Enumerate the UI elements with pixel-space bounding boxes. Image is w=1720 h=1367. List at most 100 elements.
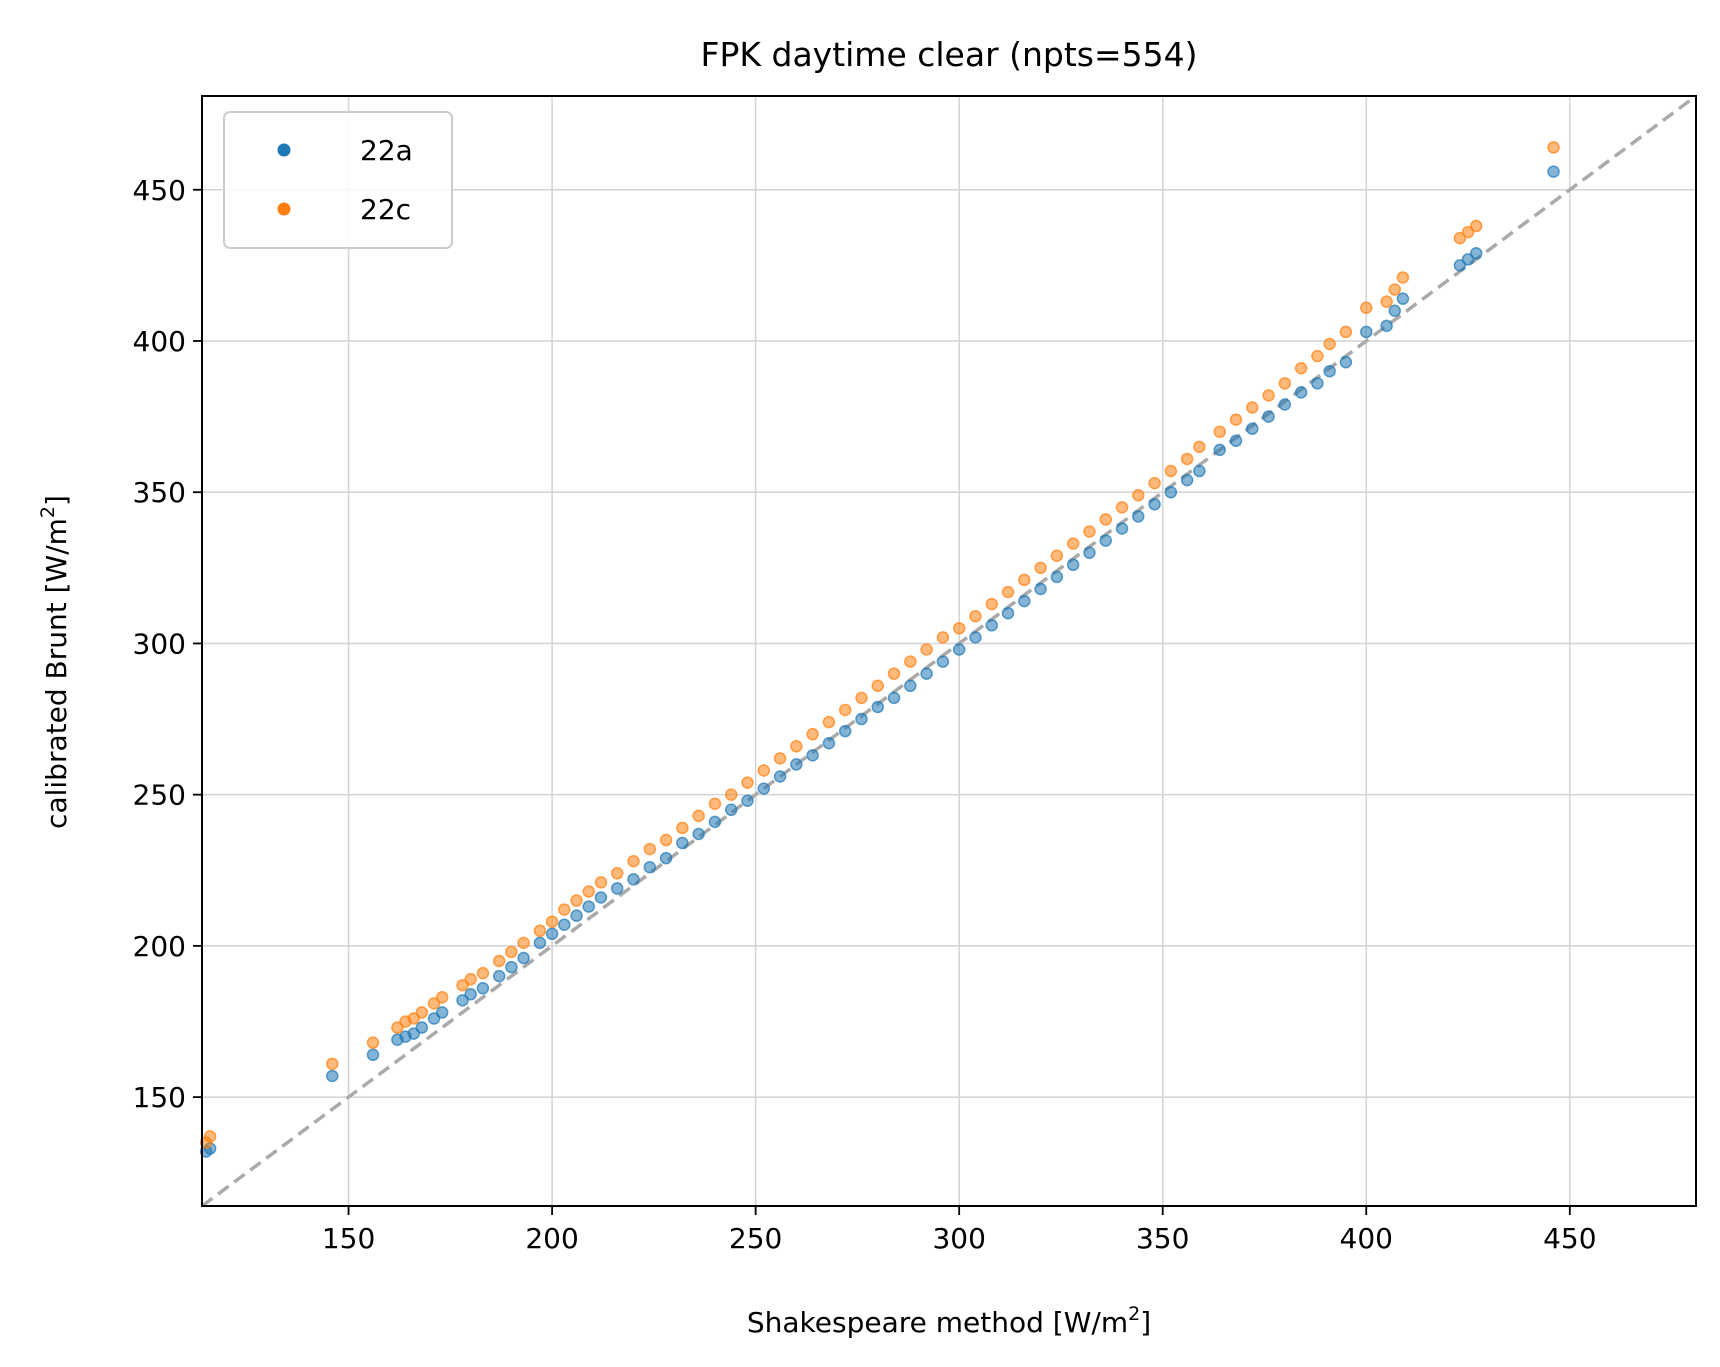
data-point	[1469, 219, 1483, 233]
data-point	[435, 1006, 449, 1019]
data-point	[1388, 304, 1402, 317]
data-point	[1050, 549, 1064, 562]
data-point	[773, 752, 787, 765]
data-point	[692, 827, 705, 841]
data-point	[1099, 513, 1112, 526]
data-point	[570, 909, 583, 922]
x-tick-label: 150	[322, 1222, 375, 1255]
data-point	[708, 815, 722, 829]
data-point	[741, 794, 754, 807]
y-axis-label-main: calibrated Brunt [W/m	[40, 518, 73, 829]
y-axis-label-sup: 2	[37, 506, 59, 518]
data-point	[427, 1012, 441, 1025]
data-point	[1180, 452, 1194, 466]
y-tick-label: 400	[133, 325, 186, 358]
data-point	[464, 988, 477, 1001]
data-point	[1083, 525, 1096, 538]
data-point	[1132, 488, 1145, 502]
legend-label-22a: 22a	[360, 134, 413, 167]
data-point	[415, 1021, 429, 1034]
x-axis-label-sup: 2	[1128, 1303, 1140, 1325]
data-point	[1099, 534, 1112, 547]
data-point	[1380, 319, 1393, 333]
chart-title: FPK daytime clear (npts=554)	[700, 35, 1197, 74]
data-point	[1083, 546, 1096, 559]
data-point	[366, 1036, 380, 1049]
x-axis-label: Shakespeare method [W/m2]	[747, 1303, 1151, 1339]
data-point	[203, 1130, 217, 1143]
data-point	[627, 873, 640, 886]
data-point	[545, 915, 559, 928]
data-point	[1461, 253, 1475, 266]
legend-box	[223, 111, 453, 249]
y-tick-label: 450	[133, 174, 186, 207]
data-point	[1001, 585, 1015, 599]
data-point	[1034, 561, 1047, 575]
data-point	[594, 891, 608, 904]
data-point	[1034, 582, 1047, 596]
data-point	[1180, 473, 1194, 487]
plot-frame	[201, 95, 1697, 1207]
one-to-one-reference-line	[200, 94, 1698, 1208]
data-point	[676, 836, 689, 850]
data-points	[199, 141, 1560, 1158]
data-point	[464, 972, 477, 986]
data-point	[887, 691, 901, 705]
data-point	[1018, 573, 1031, 587]
data-point	[326, 1057, 339, 1071]
data-point	[1018, 594, 1031, 608]
y-tick-label: 250	[133, 779, 186, 812]
y-tick-label: 150	[133, 1081, 186, 1114]
data-point	[476, 966, 490, 980]
data-point	[708, 797, 722, 810]
data-point	[366, 1048, 380, 1062]
data-point	[643, 842, 657, 856]
data-point	[1246, 422, 1259, 435]
data-point	[1323, 337, 1336, 351]
data-point	[1229, 413, 1243, 426]
data-point	[1469, 247, 1483, 260]
data-point	[1050, 570, 1064, 584]
data-point	[676, 821, 689, 835]
data-point	[1339, 355, 1353, 369]
data-point	[1278, 377, 1292, 390]
data-point	[456, 994, 469, 1007]
data-point	[806, 749, 819, 762]
data-point	[1213, 443, 1226, 457]
data-point	[773, 770, 787, 783]
y-tick-label: 350	[133, 476, 186, 509]
data-point	[757, 782, 771, 795]
data-point	[1294, 361, 1308, 375]
legend-marker-22c	[277, 202, 291, 216]
data-point	[1115, 501, 1129, 514]
data-point	[407, 1027, 420, 1040]
data-point	[855, 691, 868, 705]
x-tick-label: 300	[932, 1222, 985, 1255]
x-tick-label: 400	[1340, 1222, 1393, 1255]
data-point	[822, 736, 836, 750]
data-point	[570, 894, 583, 907]
data-point	[1453, 231, 1467, 245]
data-point	[610, 867, 624, 880]
data-point	[936, 655, 950, 668]
data-point	[871, 700, 885, 714]
data-point	[492, 954, 506, 968]
data-point	[1115, 522, 1129, 535]
data-point	[1001, 606, 1015, 620]
data-point	[952, 643, 966, 656]
data-point	[920, 643, 933, 656]
data-point	[1311, 377, 1324, 390]
x-tick-label: 350	[1136, 1222, 1189, 1255]
data-point	[985, 619, 998, 632]
y-tick-label: 200	[133, 930, 186, 963]
data-point	[558, 903, 571, 916]
data-point	[1066, 558, 1080, 572]
data-point	[582, 900, 595, 913]
data-point	[1360, 301, 1373, 314]
data-point	[936, 631, 950, 644]
data-point	[1360, 325, 1373, 339]
data-point	[1164, 464, 1178, 478]
grid	[202, 96, 1696, 1206]
data-point	[610, 882, 624, 895]
